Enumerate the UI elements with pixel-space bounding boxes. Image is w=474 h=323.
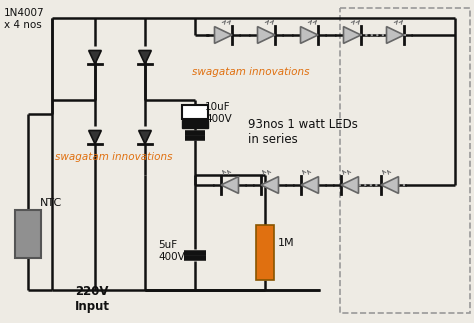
Text: 1N4007
x 4 nos: 1N4007 x 4 nos — [4, 8, 45, 30]
Text: swagatam innovations: swagatam innovations — [192, 67, 310, 77]
Text: 220V
Input: 220V Input — [75, 285, 110, 313]
Polygon shape — [221, 177, 238, 193]
Bar — [182, 105, 208, 119]
Polygon shape — [257, 26, 275, 43]
Text: 1M: 1M — [278, 238, 295, 248]
Bar — [15, 210, 41, 258]
Bar — [182, 120, 208, 128]
Text: NTC: NTC — [40, 198, 62, 208]
Text: swagatam innovations: swagatam innovations — [55, 152, 173, 162]
Polygon shape — [341, 177, 358, 193]
Bar — [256, 225, 274, 280]
Polygon shape — [139, 130, 151, 144]
Polygon shape — [89, 50, 101, 64]
Polygon shape — [89, 130, 101, 144]
Polygon shape — [344, 26, 361, 43]
Text: 93nos 1 watt LEDs
in series: 93nos 1 watt LEDs in series — [248, 118, 358, 146]
Polygon shape — [381, 177, 399, 193]
Polygon shape — [261, 177, 279, 193]
Polygon shape — [215, 26, 232, 43]
Text: 5uF
400V: 5uF 400V — [158, 240, 185, 262]
Bar — [340, 8, 470, 313]
Polygon shape — [139, 50, 151, 64]
Text: 10uF
400V: 10uF 400V — [205, 102, 232, 124]
Polygon shape — [301, 26, 318, 43]
Polygon shape — [301, 177, 319, 193]
Polygon shape — [386, 26, 404, 43]
